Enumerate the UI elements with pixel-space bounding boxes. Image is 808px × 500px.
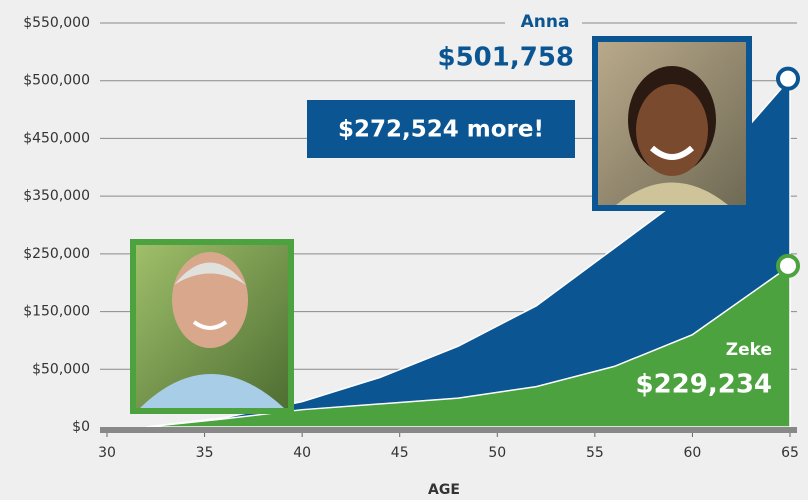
hair — [174, 262, 246, 285]
shirt — [140, 374, 284, 408]
legend-label: Zeke — [726, 340, 772, 360]
x-axis-label: AGE — [428, 482, 460, 498]
x-tick-label: 50 — [488, 445, 506, 461]
y-tick-label: $150,000 — [23, 304, 90, 320]
shoulders — [616, 182, 728, 205]
x-tick-label: 65 — [781, 445, 799, 461]
y-tick-label: $350,000 — [23, 188, 90, 204]
x-tick-label: 35 — [196, 445, 214, 461]
legend-label: Anna — [521, 12, 570, 32]
value-label: $229,234 — [635, 370, 772, 400]
x-tick-label: 60 — [684, 445, 702, 461]
x-tick-label: 45 — [391, 445, 409, 461]
face — [636, 84, 708, 176]
smile — [649, 145, 695, 160]
annotation: $272,524 more! — [338, 117, 544, 143]
end-marker — [776, 253, 800, 278]
end-marker — [776, 66, 800, 91]
annotation-box — [307, 100, 575, 158]
x-tick-label: 40 — [293, 445, 311, 461]
y-tick-label: $0 — [72, 419, 90, 435]
value-label: $501,758 — [437, 43, 574, 73]
y-tick-label: $500,000 — [23, 73, 90, 89]
x-axis-line — [100, 427, 797, 433]
x-tick-label: 55 — [586, 445, 604, 461]
y-tick-label: $50,000 — [32, 361, 90, 377]
x-tick-label: 30 — [98, 445, 116, 461]
smile — [192, 320, 228, 330]
y-tick-label: $550,000 — [23, 15, 90, 31]
y-tick-label: $450,000 — [23, 130, 90, 146]
y-tick-label: $250,000 — [23, 246, 90, 262]
photos — [130, 36, 752, 414]
